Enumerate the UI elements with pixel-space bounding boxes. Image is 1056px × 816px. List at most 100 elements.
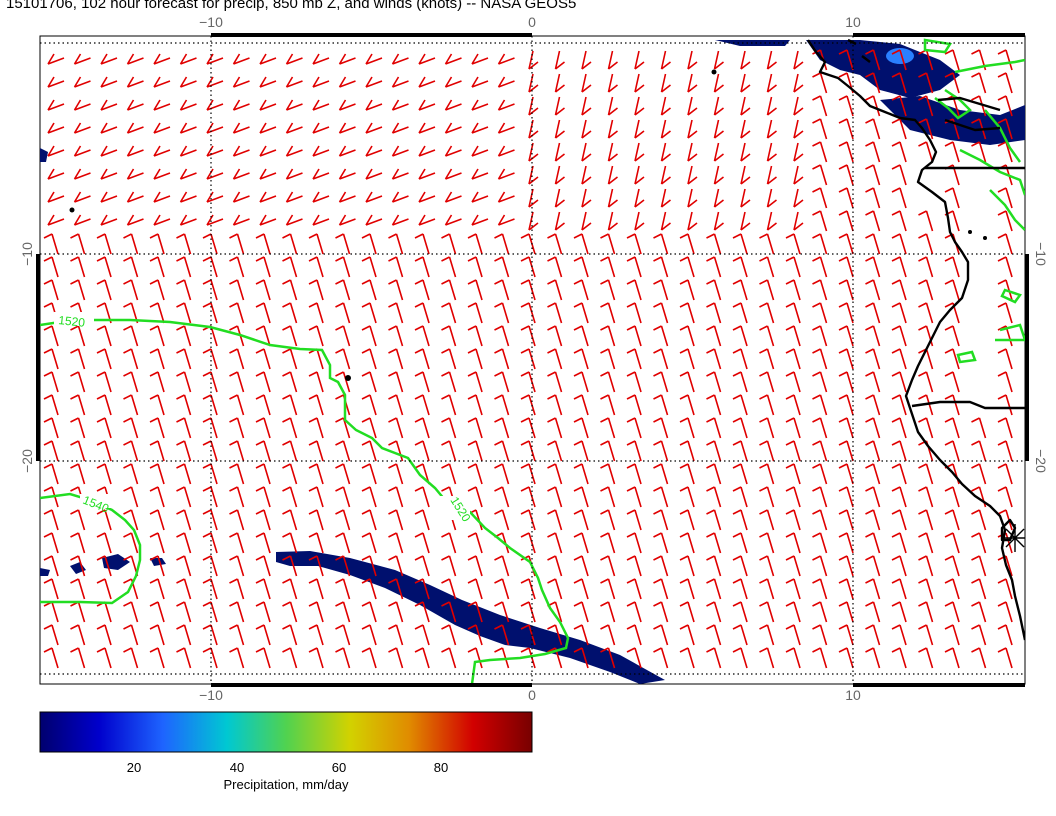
wind-barb	[123, 256, 139, 278]
wind-barb	[865, 647, 881, 669]
wind-barb	[865, 486, 881, 508]
wind-barb	[812, 578, 828, 600]
wind-barb	[179, 53, 197, 65]
wind-barb	[149, 509, 165, 531]
wind-barb	[918, 486, 934, 508]
wind-barb	[679, 348, 695, 370]
wind-barb	[520, 486, 536, 508]
wind-barb	[600, 532, 616, 554]
wind-barb	[944, 440, 960, 462]
wind-barb	[759, 463, 775, 485]
wind-barb	[494, 509, 510, 531]
wind-barb	[471, 145, 489, 157]
wind-barb	[573, 417, 589, 439]
wind-barb	[388, 578, 404, 600]
wind-barb	[520, 578, 536, 600]
wind-barb	[971, 647, 987, 669]
wind-barb	[232, 122, 250, 134]
wind-barb	[653, 279, 669, 301]
wind-barb	[206, 76, 224, 88]
wind-barb	[891, 417, 907, 439]
wind-barb	[73, 76, 91, 88]
wind-barb	[997, 256, 1013, 278]
wind-barb	[47, 191, 65, 203]
wind-barb	[176, 233, 192, 255]
precip-regions	[40, 40, 1025, 684]
wind-barb	[206, 145, 224, 157]
wind-barb	[467, 325, 483, 347]
wind-barb	[520, 509, 536, 531]
wind-barb	[812, 210, 828, 232]
wind-barb	[365, 99, 383, 111]
wind-barb	[43, 532, 59, 554]
wind-barb	[176, 256, 192, 278]
wind-barb	[388, 233, 404, 255]
wind-barb	[891, 141, 907, 163]
wind-barb	[285, 53, 303, 65]
wind-barb	[759, 233, 775, 255]
wind-barb	[759, 325, 775, 347]
wind-barb	[653, 486, 669, 508]
wind-barb	[47, 145, 65, 157]
wind-barb	[891, 187, 907, 209]
wind-barb	[891, 394, 907, 416]
wind-barb	[891, 325, 907, 347]
wind-barb	[96, 417, 112, 439]
wind-barb	[626, 509, 642, 531]
wind-barb	[179, 76, 197, 88]
wind-barb	[547, 325, 563, 347]
wind-barb	[626, 256, 642, 278]
precip-w-spot2	[102, 554, 130, 570]
wind-barb	[713, 73, 724, 93]
wind-barb	[414, 532, 430, 554]
wind-barb	[944, 141, 960, 163]
wind-barb	[70, 417, 86, 439]
wind-barb	[391, 214, 409, 226]
wind-barb	[202, 578, 218, 600]
wind-barb	[626, 279, 642, 301]
wind-barb	[441, 555, 457, 577]
wind-barb	[176, 463, 192, 485]
wind-barb	[812, 279, 828, 301]
wind-barb	[149, 624, 165, 646]
wind-barb	[123, 440, 139, 462]
wind-barb	[335, 325, 351, 347]
wind-barb	[554, 165, 565, 185]
precip-w-spot5	[150, 558, 166, 566]
wind-barb	[123, 463, 139, 485]
wind-barb	[176, 371, 192, 393]
wind-barb	[891, 509, 907, 531]
wind-barb	[467, 256, 483, 278]
wind-barb	[732, 302, 748, 324]
wind-barb	[740, 73, 751, 93]
wind-barb	[444, 191, 462, 203]
wind-barb	[918, 233, 934, 255]
wind-barb	[282, 394, 298, 416]
wind-barb	[229, 463, 245, 485]
wind-barb	[418, 191, 436, 203]
wind-barb	[467, 417, 483, 439]
wind-barb	[793, 165, 804, 185]
wind-barb	[971, 532, 987, 554]
wind-barb	[706, 440, 722, 462]
wind-barb	[365, 76, 383, 88]
wind-barb	[600, 486, 616, 508]
wind-barb	[43, 555, 59, 577]
wind-barb	[202, 509, 218, 531]
wind-barb	[70, 440, 86, 462]
wind-barb	[944, 371, 960, 393]
wind-barb	[43, 256, 59, 278]
wind-barb	[338, 99, 356, 111]
wind-barb	[149, 302, 165, 324]
wind-barb	[653, 325, 669, 347]
wind-barb	[838, 440, 854, 462]
wind-barb	[838, 463, 854, 485]
wind-barb	[73, 145, 91, 157]
wind-barb	[626, 578, 642, 600]
wind-barb	[891, 210, 907, 232]
wind-barb	[785, 417, 801, 439]
wind-barb	[812, 555, 828, 577]
wind-barb	[891, 256, 907, 278]
wind-barb	[626, 555, 642, 577]
wind-barb	[441, 325, 457, 347]
